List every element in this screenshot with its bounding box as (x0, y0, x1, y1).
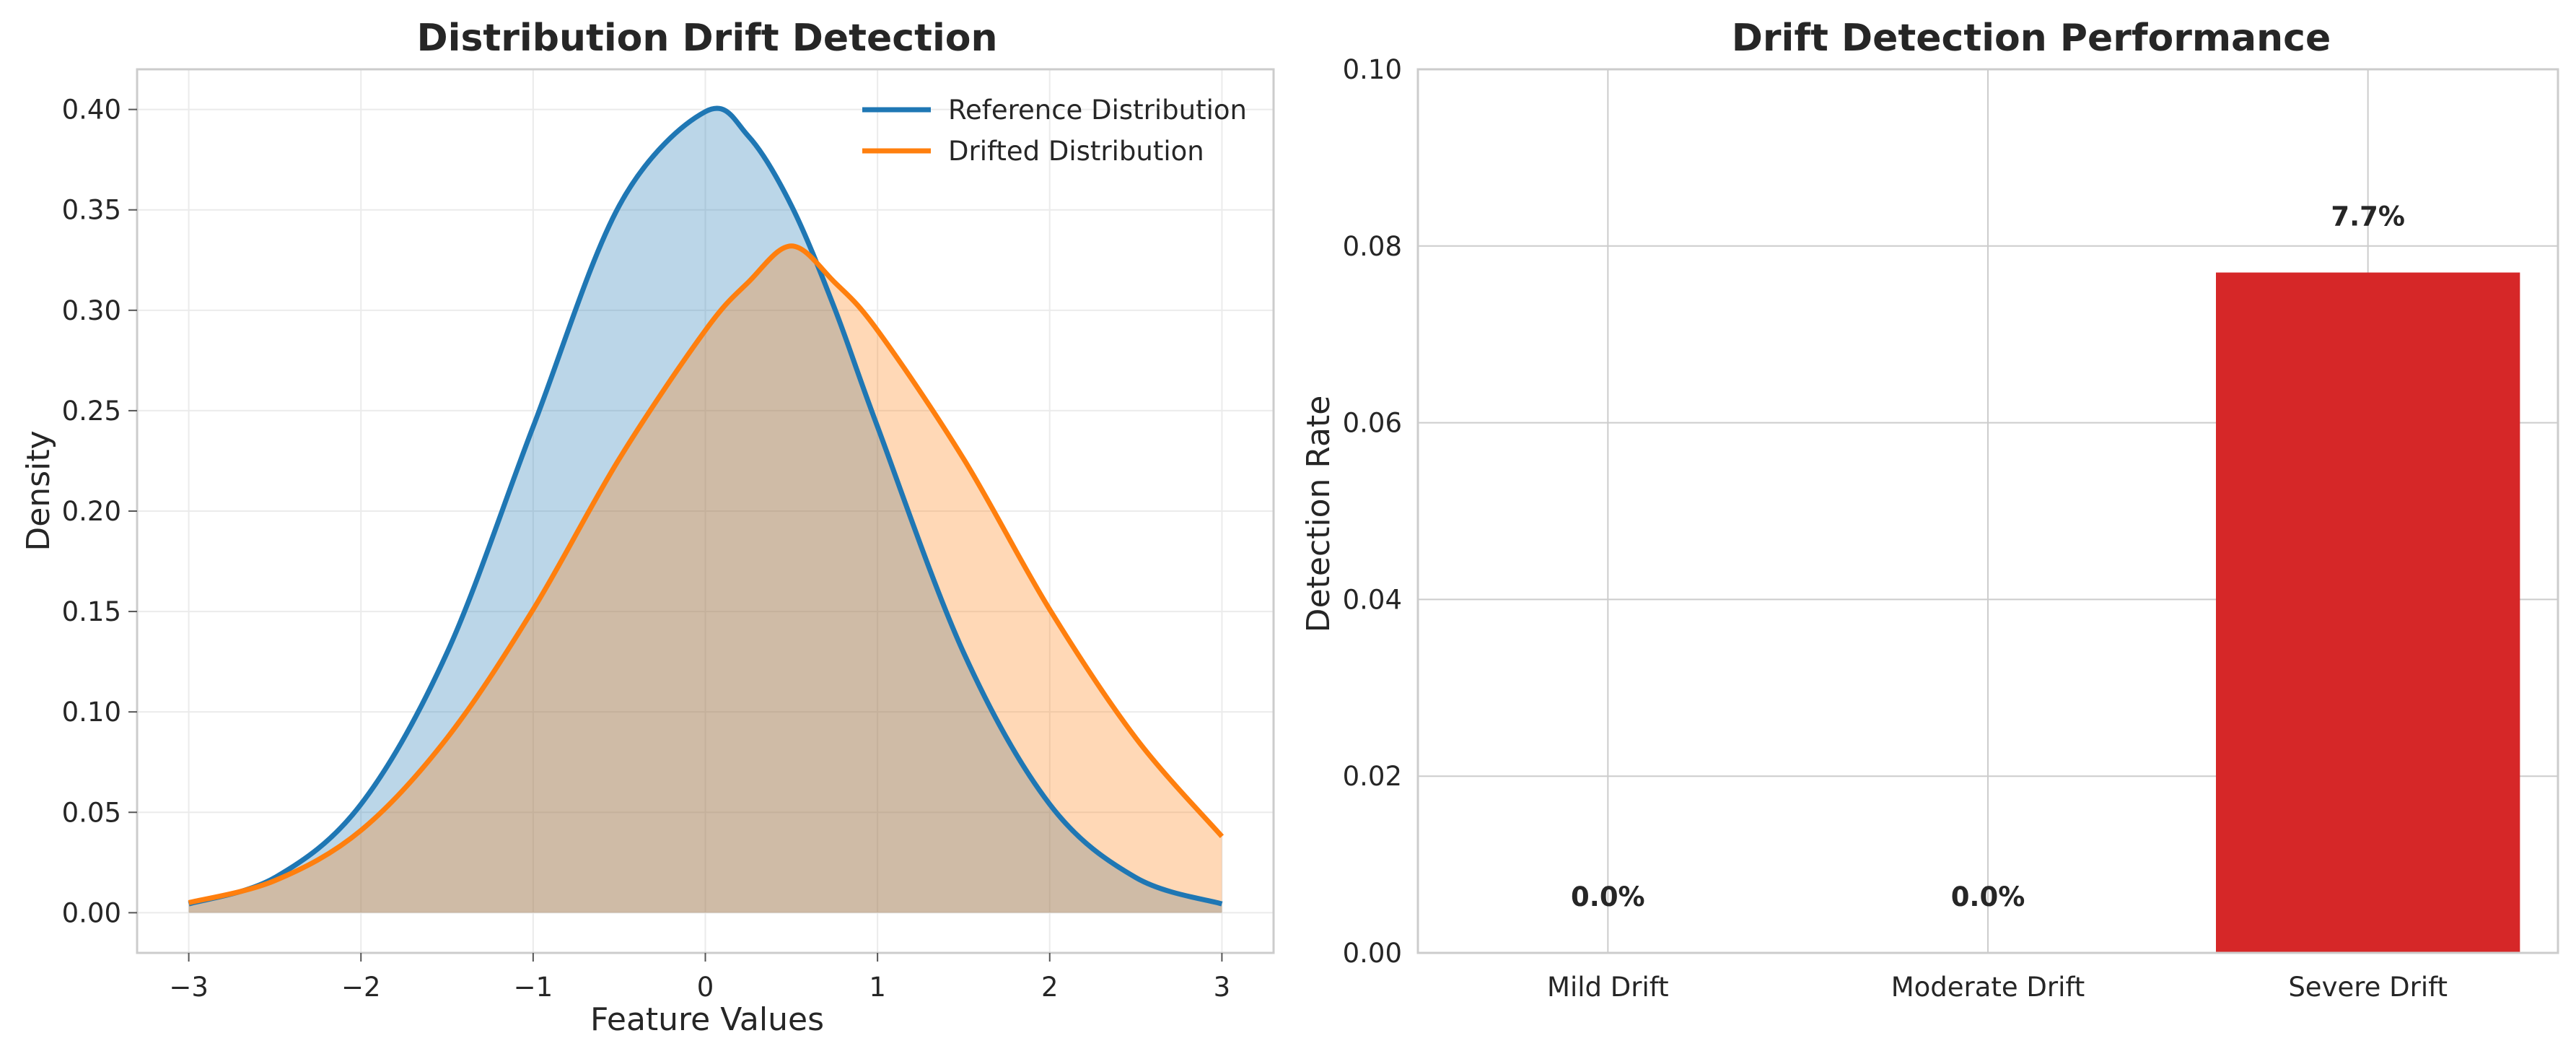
y-tick-label: 0.06 (1343, 408, 1402, 439)
y-tick-label: 0.08 (1343, 231, 1402, 262)
chart-title: Drift Detection Performance (1732, 17, 2331, 60)
y-axis-label: Detection Rate (1300, 396, 1337, 633)
y-tick-label: 0.25 (62, 396, 121, 427)
y-tick-label: 0.30 (62, 295, 121, 326)
x-axis-label: Feature Values (590, 1001, 824, 1038)
legend: Reference Distribution Drifted Distributi… (862, 95, 1247, 167)
x-tick-label: 1 (869, 972, 886, 1003)
series-line (188, 243, 1225, 905)
series-area (188, 108, 1222, 913)
y-tick-label: 0.04 (1343, 584, 1402, 615)
y-tick-label: 0.00 (62, 897, 121, 928)
data-label: 0.0% (1951, 881, 2025, 912)
legend-entry: Reference Distribution (948, 95, 1247, 126)
y-tick-label: 0.20 (62, 496, 121, 527)
plot-frame (1416, 68, 2559, 954)
legend-entry: Drifted Distribution (948, 136, 1204, 167)
series-area (188, 245, 1222, 913)
data-label: 7.7% (2331, 201, 2405, 232)
y-tick-label: 0.40 (62, 95, 121, 126)
x-tick-label: 2 (1041, 972, 1059, 1003)
data-label: 0.0% (1571, 881, 1645, 912)
x-tick-label: −1 (514, 972, 553, 1003)
y-tick-label: 0.00 (1343, 938, 1402, 969)
series-line (188, 105, 1223, 907)
y-tick-label: 0.35 (62, 195, 121, 226)
y-tick-label: 0.05 (62, 797, 121, 828)
x-tick-label: Mild Drift (1547, 972, 1669, 1003)
x-tick-label: −2 (341, 972, 381, 1003)
y-tick-label: 0.15 (62, 596, 121, 627)
x-tick-label: Severe Drift (2288, 972, 2448, 1003)
x-tick-label: −3 (169, 972, 209, 1003)
y-tick-label: 0.10 (62, 697, 121, 728)
density-chart: Distribution Drift Detection Feature Val… (20, 17, 1275, 1038)
x-tick-label: 0 (697, 972, 714, 1003)
detection-bar-chart: Drift Detection Performance Detection Ra… (1300, 17, 2559, 1003)
y-tick-label: 0.10 (1343, 54, 1402, 85)
y-axis-label: Density (20, 430, 57, 551)
x-tick-label: 3 (1214, 972, 1231, 1003)
x-tick-label: Moderate Drift (1891, 972, 2085, 1003)
bar (2216, 272, 2520, 953)
y-tick-label: 0.02 (1343, 761, 1402, 792)
chart-title: Distribution Drift Detection (416, 17, 997, 60)
